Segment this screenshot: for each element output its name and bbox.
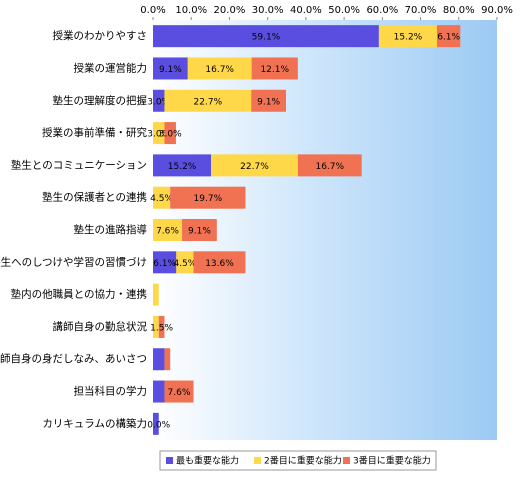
- x-tick-label: 60.0%: [366, 5, 398, 16]
- data-label: 9.1%: [257, 97, 280, 107]
- legend-swatch: [254, 457, 261, 464]
- bar-segment: [170, 186, 246, 209]
- category-label: 講師自身の勤怠状況: [53, 320, 148, 333]
- bar-segment: [153, 219, 183, 241]
- legend-label: 最も重要な能力: [176, 455, 239, 467]
- category-label: 塾内の他職員との協力・連携: [11, 288, 147, 301]
- bar-segment: [182, 219, 217, 241]
- data-label: 7.6%: [156, 227, 179, 237]
- category-label: 授業のわかりやすさ: [53, 29, 148, 42]
- x-tick-label: 90.0%: [481, 5, 513, 16]
- bar-segment: [153, 412, 159, 435]
- data-label: 13.6%: [205, 259, 234, 269]
- legend-label: 2番目に重要な能力: [264, 455, 342, 467]
- category-label: 授業の事前準備・研究: [42, 126, 147, 139]
- data-label: 59.1%: [252, 33, 281, 43]
- bar-segment: [436, 25, 461, 48]
- category-label: 塾生の保護者との連携: [42, 191, 147, 204]
- data-label: 12.1%: [260, 65, 289, 75]
- data-label: 6.1%: [153, 259, 176, 269]
- data-label: 7.6%: [168, 388, 191, 398]
- category-label: 講師自身の身だしなみ、あいさつ: [0, 352, 147, 365]
- bar-segment: [164, 122, 176, 145]
- data-label: 4.5%: [173, 259, 196, 269]
- bar-segment: [251, 57, 298, 80]
- category-label: 授業の運営能力: [74, 61, 148, 74]
- category-label: 塾生の進路指導: [74, 223, 148, 236]
- bar-segment: [211, 154, 298, 177]
- x-tick-label: 20.0%: [214, 5, 246, 16]
- category-label: 塾生とのコミュニケーション: [11, 158, 147, 171]
- bar-segment: [378, 25, 437, 48]
- data-label: 3.0%: [147, 97, 170, 107]
- category-label: 塾生の理解度の把握: [53, 94, 148, 107]
- bar-segment: [187, 57, 252, 80]
- data-label: 16.7%: [315, 162, 344, 172]
- bar-segment: [297, 154, 362, 177]
- data-label: 16.7%: [205, 65, 234, 75]
- data-label: 1.5%: [150, 323, 173, 333]
- data-label: 22.7%: [194, 97, 223, 107]
- bar-segment: [153, 25, 379, 48]
- bar-segment: [153, 348, 165, 371]
- legend-label: 3番目に重要な能力: [353, 455, 431, 467]
- data-label: 9.1%: [159, 65, 182, 75]
- bar-segment: [164, 380, 194, 403]
- x-tick-label: 0.0%: [140, 5, 165, 16]
- data-label: 0.0%: [147, 420, 170, 430]
- data-label: 3.0%: [147, 130, 170, 140]
- bar-segment: [251, 89, 287, 112]
- bar-segment: [153, 251, 177, 274]
- bar-segment: [164, 89, 252, 112]
- data-label: 15.2%: [168, 162, 197, 172]
- bar-segment: [153, 186, 171, 209]
- data-label: 3.0%: [159, 130, 182, 140]
- bar-segment: [153, 122, 165, 145]
- data-label: 22.7%: [240, 162, 269, 172]
- bar-segment: [164, 348, 171, 371]
- x-tick-label: 80.0%: [443, 5, 475, 16]
- bar-segment: [193, 251, 246, 274]
- bar-segment: [153, 57, 188, 80]
- legend-swatch: [343, 457, 350, 464]
- x-tick-label: 10.0%: [175, 5, 207, 16]
- bar-segment: [153, 283, 159, 306]
- bar-segment: [158, 315, 165, 338]
- bar-segment: [153, 315, 159, 338]
- x-tick-label: 70.0%: [405, 5, 437, 16]
- data-label: 15.2%: [394, 33, 423, 43]
- x-tick-label: 30.0%: [252, 5, 284, 16]
- category-label: 担当科目の学力: [74, 385, 148, 398]
- bar-segment: [176, 251, 194, 274]
- data-label: 9.1%: [188, 227, 211, 237]
- category-label: カリキュラムの構築力: [42, 417, 147, 430]
- data-label: 6.1%: [437, 33, 460, 43]
- data-label: 19.7%: [194, 194, 223, 204]
- bar-segment: [153, 380, 165, 403]
- x-tick-label: 40.0%: [290, 5, 322, 16]
- legend-box: [159, 450, 437, 471]
- bar-segment: [153, 154, 212, 177]
- legend-swatch: [166, 457, 173, 464]
- category-label: 塾生へのしつけや学習の習慣づけ: [0, 255, 147, 268]
- x-tick-label: 50.0%: [328, 5, 360, 16]
- data-label: 4.5%: [150, 194, 173, 204]
- bar-segment: [153, 89, 165, 112]
